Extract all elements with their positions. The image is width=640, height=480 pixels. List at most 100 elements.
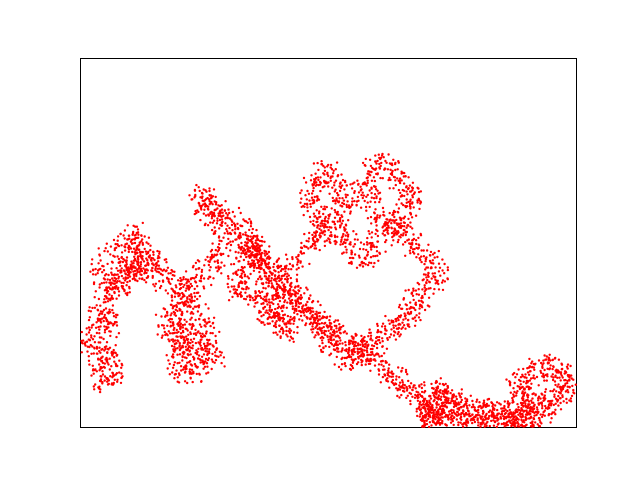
data-point — [531, 392, 534, 396]
data-point — [100, 375, 103, 378]
data-point — [179, 286, 183, 290]
data-point — [314, 172, 317, 175]
data-point — [188, 368, 192, 371]
data-point — [409, 301, 412, 304]
data-point — [177, 324, 180, 327]
data-point — [306, 189, 309, 193]
data-point — [388, 363, 391, 366]
data-point — [211, 322, 214, 325]
data-point — [400, 170, 403, 173]
data-point — [267, 263, 270, 266]
data-point — [359, 241, 363, 244]
data-point — [409, 252, 412, 255]
data-point — [165, 354, 168, 357]
data-point — [374, 232, 377, 236]
data-point — [369, 369, 372, 372]
data-point — [375, 342, 379, 346]
data-point — [414, 302, 417, 306]
data-point — [190, 293, 193, 296]
data-point — [87, 318, 91, 322]
data-point — [168, 340, 171, 343]
data-point — [372, 265, 375, 268]
data-point — [351, 353, 354, 356]
data-point — [345, 248, 348, 251]
data-point — [263, 261, 267, 264]
data-point — [97, 386, 100, 389]
data-point — [131, 233, 134, 236]
data-point — [253, 298, 257, 302]
data-point — [258, 247, 261, 250]
data-point — [561, 385, 564, 389]
data-point — [315, 199, 319, 202]
data-point — [536, 408, 539, 411]
data-point — [416, 186, 419, 189]
data-point — [419, 394, 423, 398]
data-point — [146, 251, 150, 254]
data-point — [415, 394, 419, 398]
data-point — [296, 331, 299, 334]
data-point — [363, 349, 366, 352]
data-point — [566, 381, 569, 385]
data-point — [407, 288, 410, 292]
data-point — [292, 289, 295, 292]
data-point — [375, 217, 378, 221]
data-point — [189, 346, 193, 349]
data-point — [492, 419, 495, 422]
data-point — [144, 250, 148, 253]
data-point — [195, 372, 198, 376]
data-point — [113, 374, 116, 377]
data-point — [164, 258, 168, 261]
data-point — [496, 419, 499, 422]
data-point — [375, 346, 379, 350]
data-point — [497, 412, 501, 415]
data-point — [176, 292, 179, 295]
data-point — [360, 261, 363, 264]
data-point — [374, 254, 377, 258]
data-point — [380, 354, 383, 358]
data-point — [99, 267, 102, 271]
data-point — [357, 357, 360, 360]
data-point — [536, 423, 539, 426]
data-point — [376, 234, 380, 238]
data-point — [334, 242, 337, 246]
data-point — [103, 316, 106, 319]
data-point — [300, 246, 304, 250]
data-point — [110, 365, 113, 368]
data-point — [212, 188, 216, 191]
data-point — [90, 374, 93, 377]
data-point — [336, 220, 339, 223]
data-point — [291, 305, 294, 308]
data-point — [358, 247, 362, 251]
data-point — [178, 317, 181, 320]
data-point — [411, 194, 414, 197]
data-point — [387, 232, 390, 235]
data-point — [431, 253, 435, 256]
data-point — [369, 164, 373, 168]
data-point — [373, 211, 376, 214]
data-point — [426, 304, 430, 307]
data-point — [249, 250, 252, 253]
data-point — [167, 330, 170, 333]
data-point — [402, 203, 405, 207]
data-point — [192, 355, 195, 359]
data-point — [492, 424, 496, 427]
data-point — [245, 255, 248, 259]
data-point — [205, 347, 209, 350]
data-point — [325, 205, 328, 209]
data-point — [308, 199, 311, 202]
data-point — [551, 373, 554, 376]
data-point — [208, 320, 211, 324]
data-point — [385, 239, 388, 242]
data-point — [433, 408, 437, 412]
data-point — [427, 296, 431, 299]
data-point — [285, 333, 288, 336]
data-point — [384, 159, 387, 163]
data-point — [234, 271, 238, 274]
data-point — [457, 408, 461, 411]
data-point — [163, 308, 167, 311]
data-point — [132, 270, 135, 273]
data-point — [165, 261, 168, 264]
data-point — [202, 367, 205, 370]
data-point — [290, 298, 294, 302]
data-point — [316, 300, 320, 303]
